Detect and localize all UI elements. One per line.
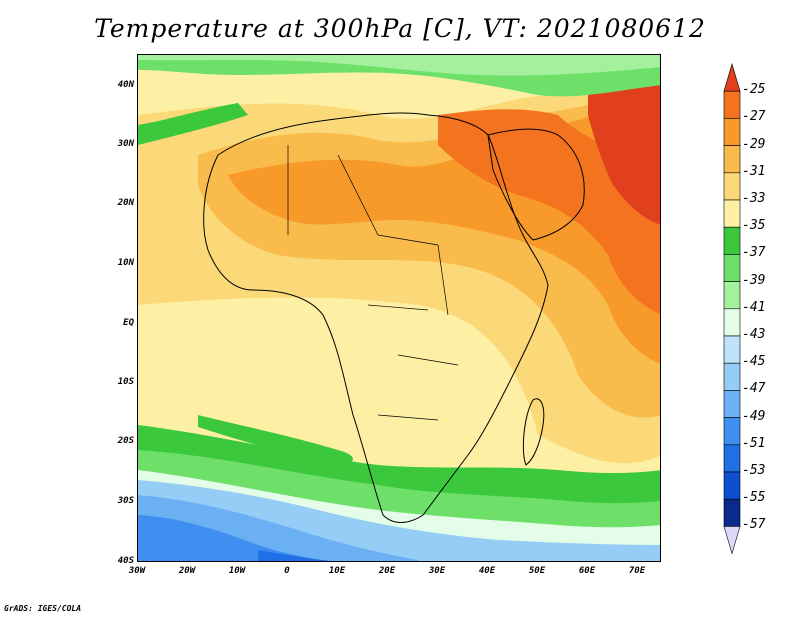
colorbar-label: -31 <box>742 163 766 179</box>
colorbar-label: -35 <box>742 218 766 234</box>
colorbar-label: -45 <box>742 354 766 370</box>
lat-label: 30S <box>117 496 134 506</box>
colorbar-swatch <box>723 281 741 310</box>
colorbar-swatch <box>723 90 741 119</box>
lat-label: 10N <box>117 258 134 268</box>
colorbar-label: -43 <box>742 327 766 342</box>
lat-label: 40S <box>117 556 134 566</box>
lon-label: 0 <box>284 566 290 576</box>
colorbar-swatch <box>723 498 741 527</box>
colorbar-swatch <box>723 362 741 391</box>
colorbar-swatch <box>723 254 741 282</box>
temperature-field <box>138 55 660 561</box>
lon-label: 10W <box>228 566 246 576</box>
colorbar-label: -37 <box>742 245 766 261</box>
map-title: Temperature at 300hPa [C], VT: 202108061… <box>94 14 706 43</box>
colorbar-label: -47 <box>742 381 766 397</box>
map-panel <box>137 54 661 562</box>
lon-label: 30E <box>428 566 446 576</box>
lat-label: 20S <box>117 436 134 446</box>
colorbar-swatch <box>723 417 741 446</box>
lon-label: 50E <box>528 566 546 576</box>
colorbar-swatch <box>723 335 741 364</box>
colorbar-swatch <box>723 118 741 146</box>
colorbar-label: -49 <box>742 408 766 424</box>
lon-label: 20W <box>178 566 196 576</box>
lat-label: 30N <box>117 139 134 149</box>
lon-label: 40E <box>478 566 496 576</box>
lat-label: 40N <box>117 80 134 90</box>
colorbar-label: -39 <box>742 272 766 288</box>
colorbar-label: -57 <box>742 517 766 533</box>
colorbar-swatch <box>723 444 741 473</box>
lat-label: 10S <box>117 377 134 387</box>
lon-label: 70E <box>628 566 646 576</box>
colorbar-swatch <box>723 308 741 337</box>
color-bar <box>723 62 741 555</box>
colorbar-label: -27 <box>742 109 766 125</box>
lon-label: 20E <box>378 566 396 576</box>
colorbar-label: -33 <box>742 191 766 206</box>
lat-label: EQ <box>123 318 134 328</box>
colorbar-label: -29 <box>742 136 766 152</box>
colorbar-swatch <box>723 226 741 255</box>
colorbar-swatch <box>723 172 741 201</box>
colorbar-swatch <box>723 62 741 92</box>
colorbar-swatch <box>723 526 741 555</box>
lat-label: 20N <box>117 198 134 208</box>
colorbar-swatch <box>723 471 741 500</box>
colorbar-label: -55 <box>742 490 766 506</box>
colorbar-label: -25 <box>742 82 766 98</box>
credit-text: GrADS: IGES/COLA <box>4 604 82 613</box>
colorbar-swatch <box>723 390 741 418</box>
colorbar-label: -41 <box>742 299 766 315</box>
colorbar-swatch <box>723 145 741 174</box>
colorbar-label: -53 <box>742 463 766 478</box>
lon-label: 30W <box>128 566 146 576</box>
colorbar-swatch <box>723 199 741 228</box>
lon-label: 60E <box>578 566 596 576</box>
lon-label: 10E <box>328 566 346 576</box>
colorbar-label: -51 <box>742 435 766 451</box>
